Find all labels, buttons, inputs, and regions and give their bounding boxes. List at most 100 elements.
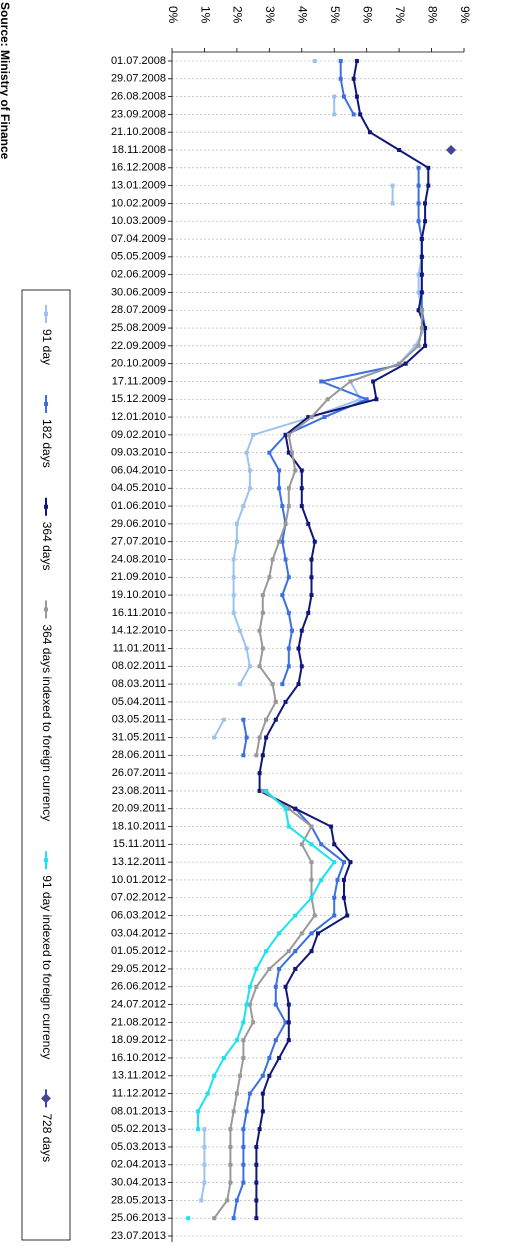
legend-marker xyxy=(44,858,48,863)
data-point xyxy=(260,1091,265,1096)
data-point xyxy=(332,112,337,117)
data-point xyxy=(354,94,359,99)
data-point xyxy=(419,290,424,295)
data-point xyxy=(416,201,421,206)
category-label: 08.01.2013 xyxy=(111,1105,166,1117)
data-point xyxy=(293,468,298,473)
data-point xyxy=(286,646,291,651)
data-point xyxy=(280,504,285,509)
series-line xyxy=(232,61,427,1219)
legend-label: 182 days xyxy=(40,419,54,468)
data-point xyxy=(225,1198,230,1203)
data-point xyxy=(212,1216,217,1221)
category-label: 10.01.2012 xyxy=(111,874,166,886)
category-label: 02.04.2013 xyxy=(111,1159,166,1171)
category-label: 24.07.2012 xyxy=(111,998,166,1010)
data-point xyxy=(351,112,356,117)
data-point xyxy=(234,1038,239,1043)
data-point xyxy=(280,593,285,598)
data-point xyxy=(247,1091,252,1096)
data-point xyxy=(267,966,272,971)
data-point xyxy=(241,1127,246,1132)
data-point xyxy=(319,877,324,882)
data-point xyxy=(273,1038,278,1043)
category-label: 05.04.2011 xyxy=(112,696,166,708)
data-point xyxy=(273,717,278,722)
category-label: 08.02.2011 xyxy=(112,660,166,672)
data-point xyxy=(231,1109,236,1114)
data-point xyxy=(325,397,330,402)
data-point xyxy=(293,806,298,811)
category-label: 22.09.2009 xyxy=(111,340,166,352)
data-point xyxy=(423,343,428,348)
data-point xyxy=(338,76,343,81)
data-point xyxy=(277,966,282,971)
data-point xyxy=(332,860,337,865)
series-line xyxy=(255,60,430,1219)
legend-entry: 91 day xyxy=(40,305,54,365)
data-point xyxy=(286,1038,291,1043)
category-label: 21.10.2008 xyxy=(111,126,166,138)
category-label: 11.12.2012 xyxy=(112,1087,166,1099)
data-point xyxy=(202,1180,207,1185)
data-point xyxy=(293,966,298,971)
data-point xyxy=(390,183,395,188)
data-point xyxy=(260,753,265,758)
legend-label: 91 day indexed to foreign currency xyxy=(40,875,54,1059)
legend-marker xyxy=(44,402,48,407)
data-point xyxy=(416,183,421,188)
category-label: 25.08.2009 xyxy=(111,322,166,334)
category-label: 31.05.2011 xyxy=(112,731,166,743)
legend-marker xyxy=(41,1093,51,1104)
data-point xyxy=(416,165,421,170)
series-line xyxy=(200,96,427,1201)
category-label: 03.05.2011 xyxy=(112,714,166,726)
category-label: 20.10.2009 xyxy=(111,358,166,370)
category-label: 23.07.2013 xyxy=(111,1230,166,1242)
series-line xyxy=(213,310,423,1219)
data-point xyxy=(413,343,418,348)
data-point xyxy=(312,539,317,544)
legend-marker xyxy=(44,312,48,316)
data-point xyxy=(348,379,353,384)
data-point xyxy=(244,735,249,740)
category-label: 05.03.2013 xyxy=(111,1141,166,1153)
data-point xyxy=(309,575,314,580)
legend-box xyxy=(21,289,71,1241)
data-point xyxy=(231,610,236,615)
category-label: 30.06.2009 xyxy=(111,286,166,298)
data-point xyxy=(264,949,269,954)
data-point xyxy=(283,521,288,526)
data-point xyxy=(426,165,431,170)
data-point xyxy=(306,415,311,420)
data-point xyxy=(244,1109,249,1114)
category-label: 09.03.2010 xyxy=(111,447,166,459)
data-point xyxy=(234,521,239,526)
data-point xyxy=(254,1198,259,1203)
value-tick-label: 5% xyxy=(328,6,342,24)
data-point xyxy=(309,415,314,420)
category-label: 19.10.2010 xyxy=(111,589,166,601)
data-point xyxy=(234,539,239,544)
data-point xyxy=(341,860,346,865)
data-point xyxy=(228,1180,233,1185)
data-point xyxy=(244,1002,249,1007)
data-point xyxy=(277,468,282,473)
data-point xyxy=(277,539,282,544)
data-point xyxy=(221,1055,226,1060)
data-point xyxy=(332,842,337,847)
data-point xyxy=(299,931,304,936)
data-point xyxy=(273,1002,278,1007)
data-point xyxy=(186,1216,191,1221)
legend-marker xyxy=(44,607,48,612)
data-point xyxy=(234,1091,239,1096)
data-point xyxy=(202,1144,207,1149)
category-label: 25.06.2013 xyxy=(111,1212,166,1224)
data-point xyxy=(286,1020,291,1025)
data-point xyxy=(251,432,256,437)
data-point xyxy=(332,895,337,900)
data-point xyxy=(299,504,304,509)
category-label: 11.01.2011 xyxy=(113,642,166,654)
legend-entry: 728 days xyxy=(40,1089,54,1162)
